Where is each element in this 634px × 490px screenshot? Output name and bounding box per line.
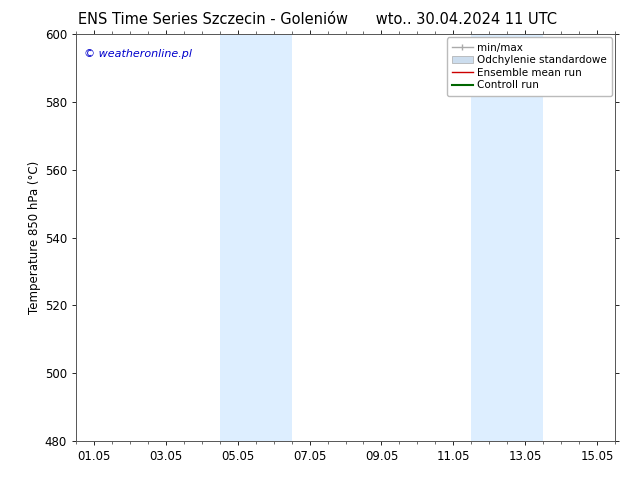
Bar: [220, 34, 292, 441]
Text: ENS Time Series Szczecin - Goleniów      wto.. 30.04.2024 11 UTC: ENS Time Series Szczecin - Goleniów wto.…: [77, 12, 557, 27]
Bar: [471, 34, 543, 441]
Y-axis label: Temperature 850 hPa (°C): Temperature 850 hPa (°C): [28, 161, 41, 314]
Legend: min/max, Odchylenie standardowe, Ensemble mean run, Controll run: min/max, Odchylenie standardowe, Ensembl…: [447, 37, 612, 96]
Text: © weatheronline.pl: © weatheronline.pl: [84, 49, 192, 58]
